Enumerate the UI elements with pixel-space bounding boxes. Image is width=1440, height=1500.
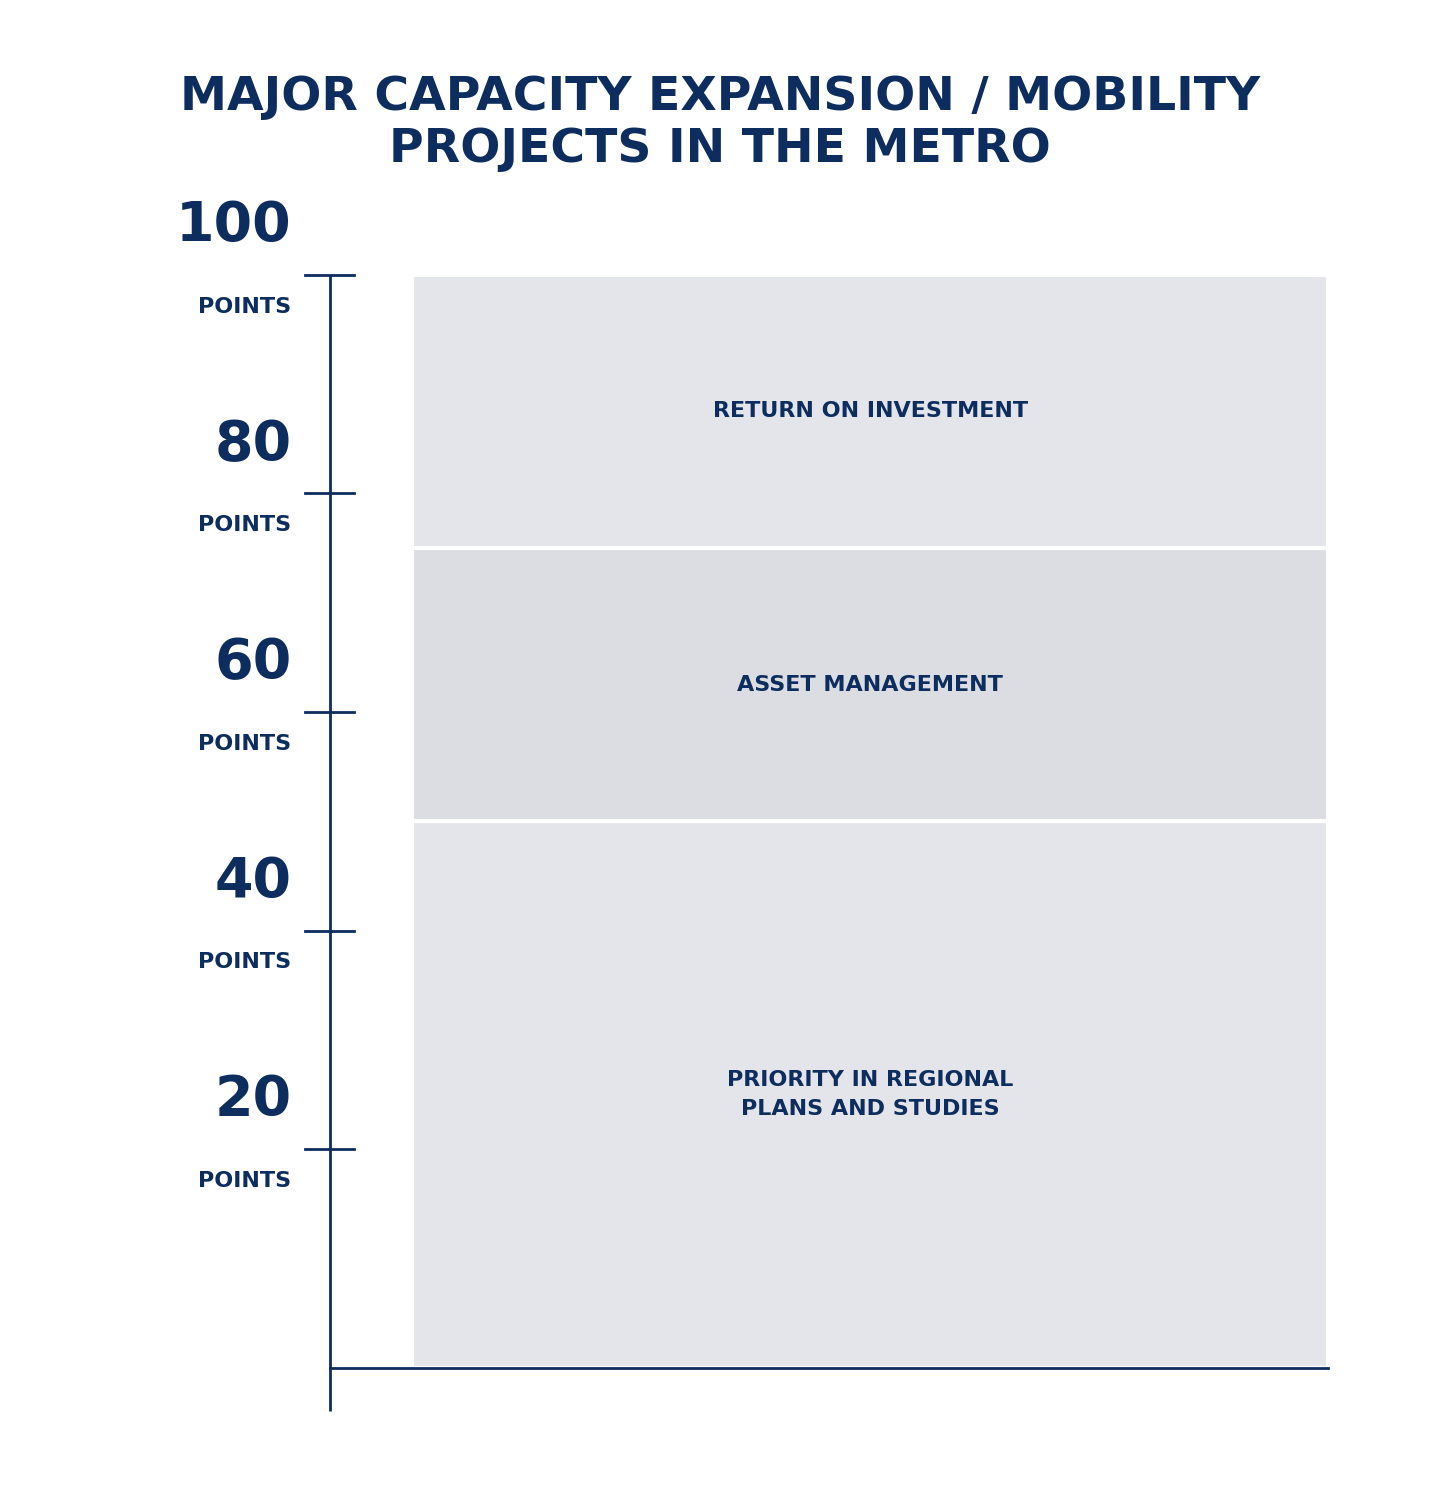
Text: 100: 100 [176,200,291,254]
Text: 40: 40 [215,855,291,909]
Text: MAJOR CAPACITY EXPANSION / MOBILITY: MAJOR CAPACITY EXPANSION / MOBILITY [180,75,1260,120]
Bar [412,548,1328,822]
Text: RETURN ON INVESTMENT: RETURN ON INVESTMENT [713,402,1028,422]
Text: ASSET MANAGEMENT: ASSET MANAGEMENT [737,675,1004,694]
Text: POINTS: POINTS [199,952,291,972]
Text: PRIORITY IN REGIONAL
PLANS AND STUDIES: PRIORITY IN REGIONAL PLANS AND STUDIES [727,1070,1014,1119]
Text: 60: 60 [215,636,291,690]
Text: POINTS: POINTS [199,516,291,536]
Text: POINTS: POINTS [199,1172,291,1191]
Bar [412,274,1328,548]
Bar [412,822,1328,1368]
Text: 80: 80 [215,417,291,471]
Text: 20: 20 [215,1072,291,1126]
Text: POINTS: POINTS [199,734,291,754]
Text: PROJECTS IN THE METRO: PROJECTS IN THE METRO [389,128,1051,172]
Text: POINTS: POINTS [199,297,291,316]
